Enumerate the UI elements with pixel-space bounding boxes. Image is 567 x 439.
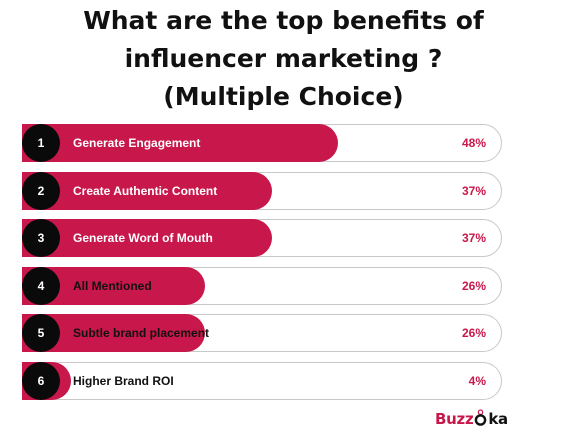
- bar-value-label: 4%: [468, 373, 486, 388]
- bar-fill: [22, 171, 272, 210]
- rank-badge: 5: [22, 314, 60, 352]
- location-pin-o-icon: [475, 409, 487, 426]
- bar-label: Higher Brand ROI: [73, 373, 174, 388]
- bar-label: Subtle brand placement: [73, 326, 210, 340]
- bar-label: All Mentioned: [73, 278, 152, 293]
- bar-label: Generate Engagement: [73, 136, 201, 150]
- title-line-1: What are the top benefits of: [83, 6, 484, 35]
- bar-fill: [22, 219, 272, 257]
- rank-badge: 6: [22, 361, 60, 400]
- bar-value-label: 48%: [461, 136, 486, 150]
- logo-text-ka: ka: [488, 410, 508, 428]
- logo-text-buzz: Buzz: [435, 410, 474, 428]
- rank-badge: 2: [22, 171, 60, 210]
- rank-badge: 1: [22, 124, 60, 162]
- bar-label: Generate Word of Mouth: [73, 231, 213, 245]
- buzzoka-logo: Buzz ka: [435, 409, 508, 428]
- bar-value-label: 26%: [461, 278, 486, 293]
- bar-value-label: 37%: [461, 231, 486, 245]
- bar-value-label: 26%: [461, 326, 486, 340]
- bar-track: [22, 361, 502, 400]
- bar-row: Higher Brand ROI 4% 6: [22, 361, 502, 400]
- title-line-2: influencer marketing ?: [124, 44, 443, 73]
- title-line-3: (Multiple Choice): [163, 82, 404, 111]
- bar-row: All Mentioned 26% 4: [22, 266, 502, 305]
- bar-row: Generate Word of Mouth 37% 3: [22, 219, 502, 257]
- chart-title: What are the top benefits of influencer …: [0, 2, 567, 116]
- rank-badge: 4: [22, 266, 60, 305]
- bar-label: Create Authentic Content: [73, 183, 218, 198]
- bar-fill: [22, 124, 339, 162]
- rank-badge: 3: [22, 219, 60, 257]
- bar-row: Generate Engagement 48% 1: [22, 124, 502, 162]
- bar-value-label: 37%: [461, 183, 486, 198]
- bar-row: Create Authentic Content 37% 2: [22, 171, 502, 210]
- bar-row: Subtle brand placement 26% 5: [22, 314, 502, 352]
